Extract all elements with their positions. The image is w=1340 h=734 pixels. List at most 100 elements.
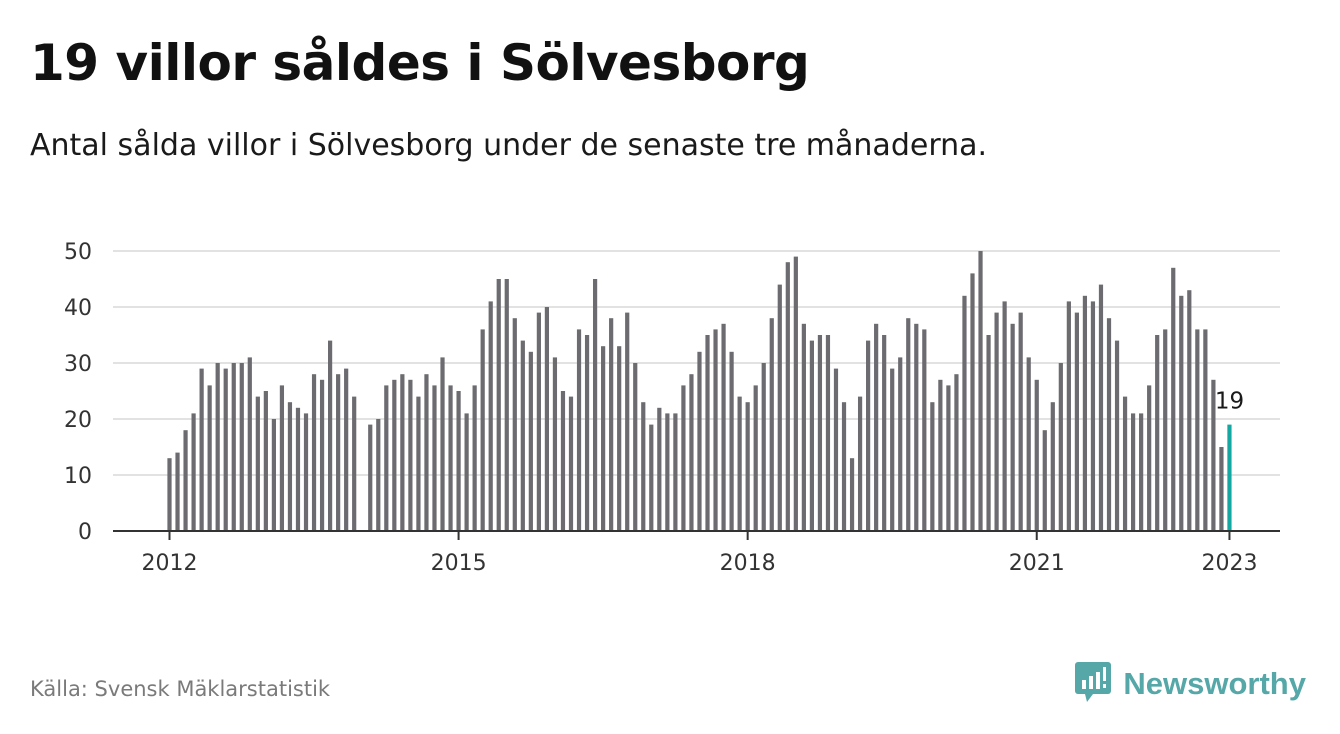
bar [328,340,333,531]
bar [906,318,911,531]
bar [448,385,453,531]
bar [857,396,863,531]
bar [761,363,766,531]
bar [649,424,654,531]
bar [1066,301,1071,531]
bar [528,351,533,531]
bar [1042,430,1047,531]
bar [978,251,983,531]
bar [1187,290,1192,531]
bar [737,396,742,531]
bar [930,402,935,531]
bar [809,340,814,531]
bar [191,413,196,531]
bar [890,368,895,531]
bar [922,329,927,531]
source-note: Källa: Svensk Mäklarstatistik [30,677,331,701]
x-tick-label: 2021 [1009,551,1065,576]
bar [247,357,252,531]
bar [1090,301,1096,531]
bar [223,368,228,531]
bar [488,301,493,531]
y-tick-label: 10 [64,464,92,489]
bar [512,318,517,531]
bar [183,430,188,531]
bar [986,335,991,531]
bar [1018,312,1023,531]
bar [745,402,750,531]
bar [520,340,525,531]
bar [295,407,301,531]
bar [817,335,823,531]
bar [753,385,758,531]
bar [207,385,212,531]
bar [376,419,381,531]
bar [344,368,349,531]
bar [408,379,413,531]
bar [536,312,541,531]
bar [1010,323,1015,531]
y-tick-label: 0 [78,520,92,545]
last-value-label: 19 [1215,389,1244,415]
bar [239,363,244,531]
bar [769,318,774,531]
brand-logo[interactable]: Newsworthy [1075,660,1306,708]
bar [1026,357,1031,531]
bar [1050,402,1055,531]
bar [1155,335,1160,531]
y-tick-label: 40 [64,296,92,321]
newsworthy-logo-icon [1075,660,1112,708]
bar [1074,312,1079,531]
bar [392,379,397,531]
bar [287,402,293,531]
y-tick-label: 30 [64,352,92,377]
bar [882,335,887,531]
bar [1114,340,1120,531]
bar [1058,363,1063,531]
bar [633,363,638,531]
brand-name: Newsworthy [1123,666,1306,701]
bar [962,295,967,531]
bar-highlighted [1227,424,1232,531]
bar [584,335,590,531]
bar [713,329,718,531]
bar [793,256,798,531]
bar [641,402,646,531]
bar [914,323,919,531]
bar [472,385,477,531]
bar [279,385,285,531]
bar [601,346,606,531]
bar [673,413,678,531]
bar [336,374,341,531]
bar [424,374,429,531]
bar [609,318,614,531]
bar [825,335,831,531]
bar [255,396,260,531]
bar [946,385,951,531]
bar [352,396,357,531]
x-tick-label: 2023 [1201,551,1257,576]
bar [544,307,550,531]
bar [1122,396,1128,531]
bar [167,458,172,531]
bar [777,284,782,531]
bar [849,458,855,531]
bar [319,379,325,531]
bar [665,413,670,531]
bar [657,407,662,531]
bar [625,312,630,531]
bar [801,323,806,531]
bar [464,413,469,531]
bar [568,396,574,531]
bar [440,357,445,531]
bar [874,323,879,531]
bar [938,379,943,531]
bar [1211,379,1216,531]
chart-subtitle: Antal sålda villor i Sölvesborg under de… [30,128,988,163]
bar [416,396,421,531]
bar [1163,329,1168,531]
x-tick-label: 2018 [720,551,776,576]
bar [456,391,461,531]
bar [1106,318,1112,531]
bar [1139,413,1144,531]
